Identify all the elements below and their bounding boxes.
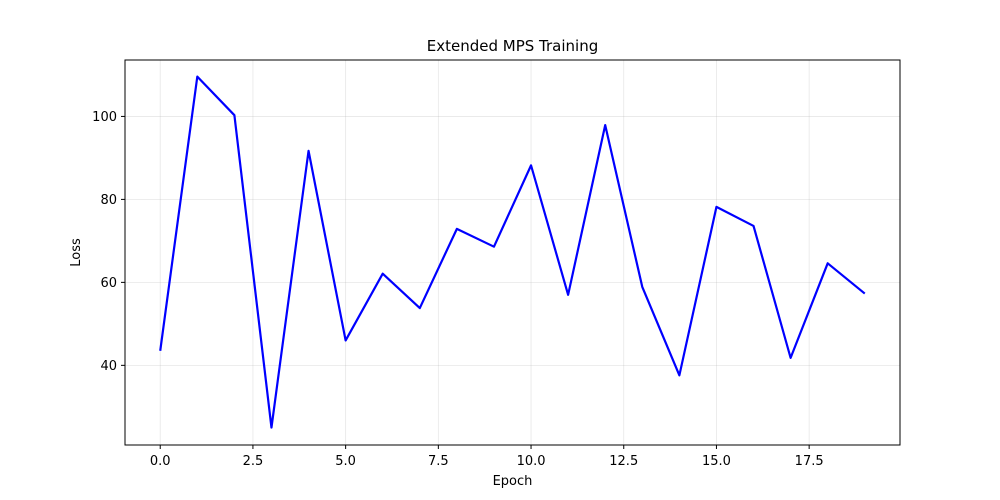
- y-tick-label: 80: [100, 193, 117, 208]
- y-axis-label: Loss: [69, 238, 84, 267]
- x-tick-label: 7.5: [428, 454, 449, 469]
- series-layer: [159, 75, 866, 429]
- y-tick-label: 100: [92, 110, 117, 125]
- series-line: [159, 75, 866, 429]
- x-tick-label: 2.5: [243, 454, 264, 469]
- x-tick-label: 12.5: [609, 454, 638, 469]
- ticks: 0.0 2.5 5.0 7.5 10.0 12.5 15.0 17.5 40 60 80 100: [92, 110, 823, 469]
- y-tick-label: 40: [100, 359, 117, 374]
- y-tick-label: 60: [100, 276, 117, 291]
- x-tick-label: 0.0: [150, 454, 171, 469]
- chart-title: Extended MPS Training: [427, 37, 598, 55]
- x-tick-label: 15.0: [702, 454, 731, 469]
- x-tick-label: 10.0: [517, 454, 546, 469]
- grid: [125, 60, 900, 445]
- plot-frame: [124, 59, 901, 446]
- x-tick-label: 5.0: [335, 454, 356, 469]
- x-tick-label: 17.5: [795, 454, 824, 469]
- x-axis-label: Epoch: [493, 474, 533, 489]
